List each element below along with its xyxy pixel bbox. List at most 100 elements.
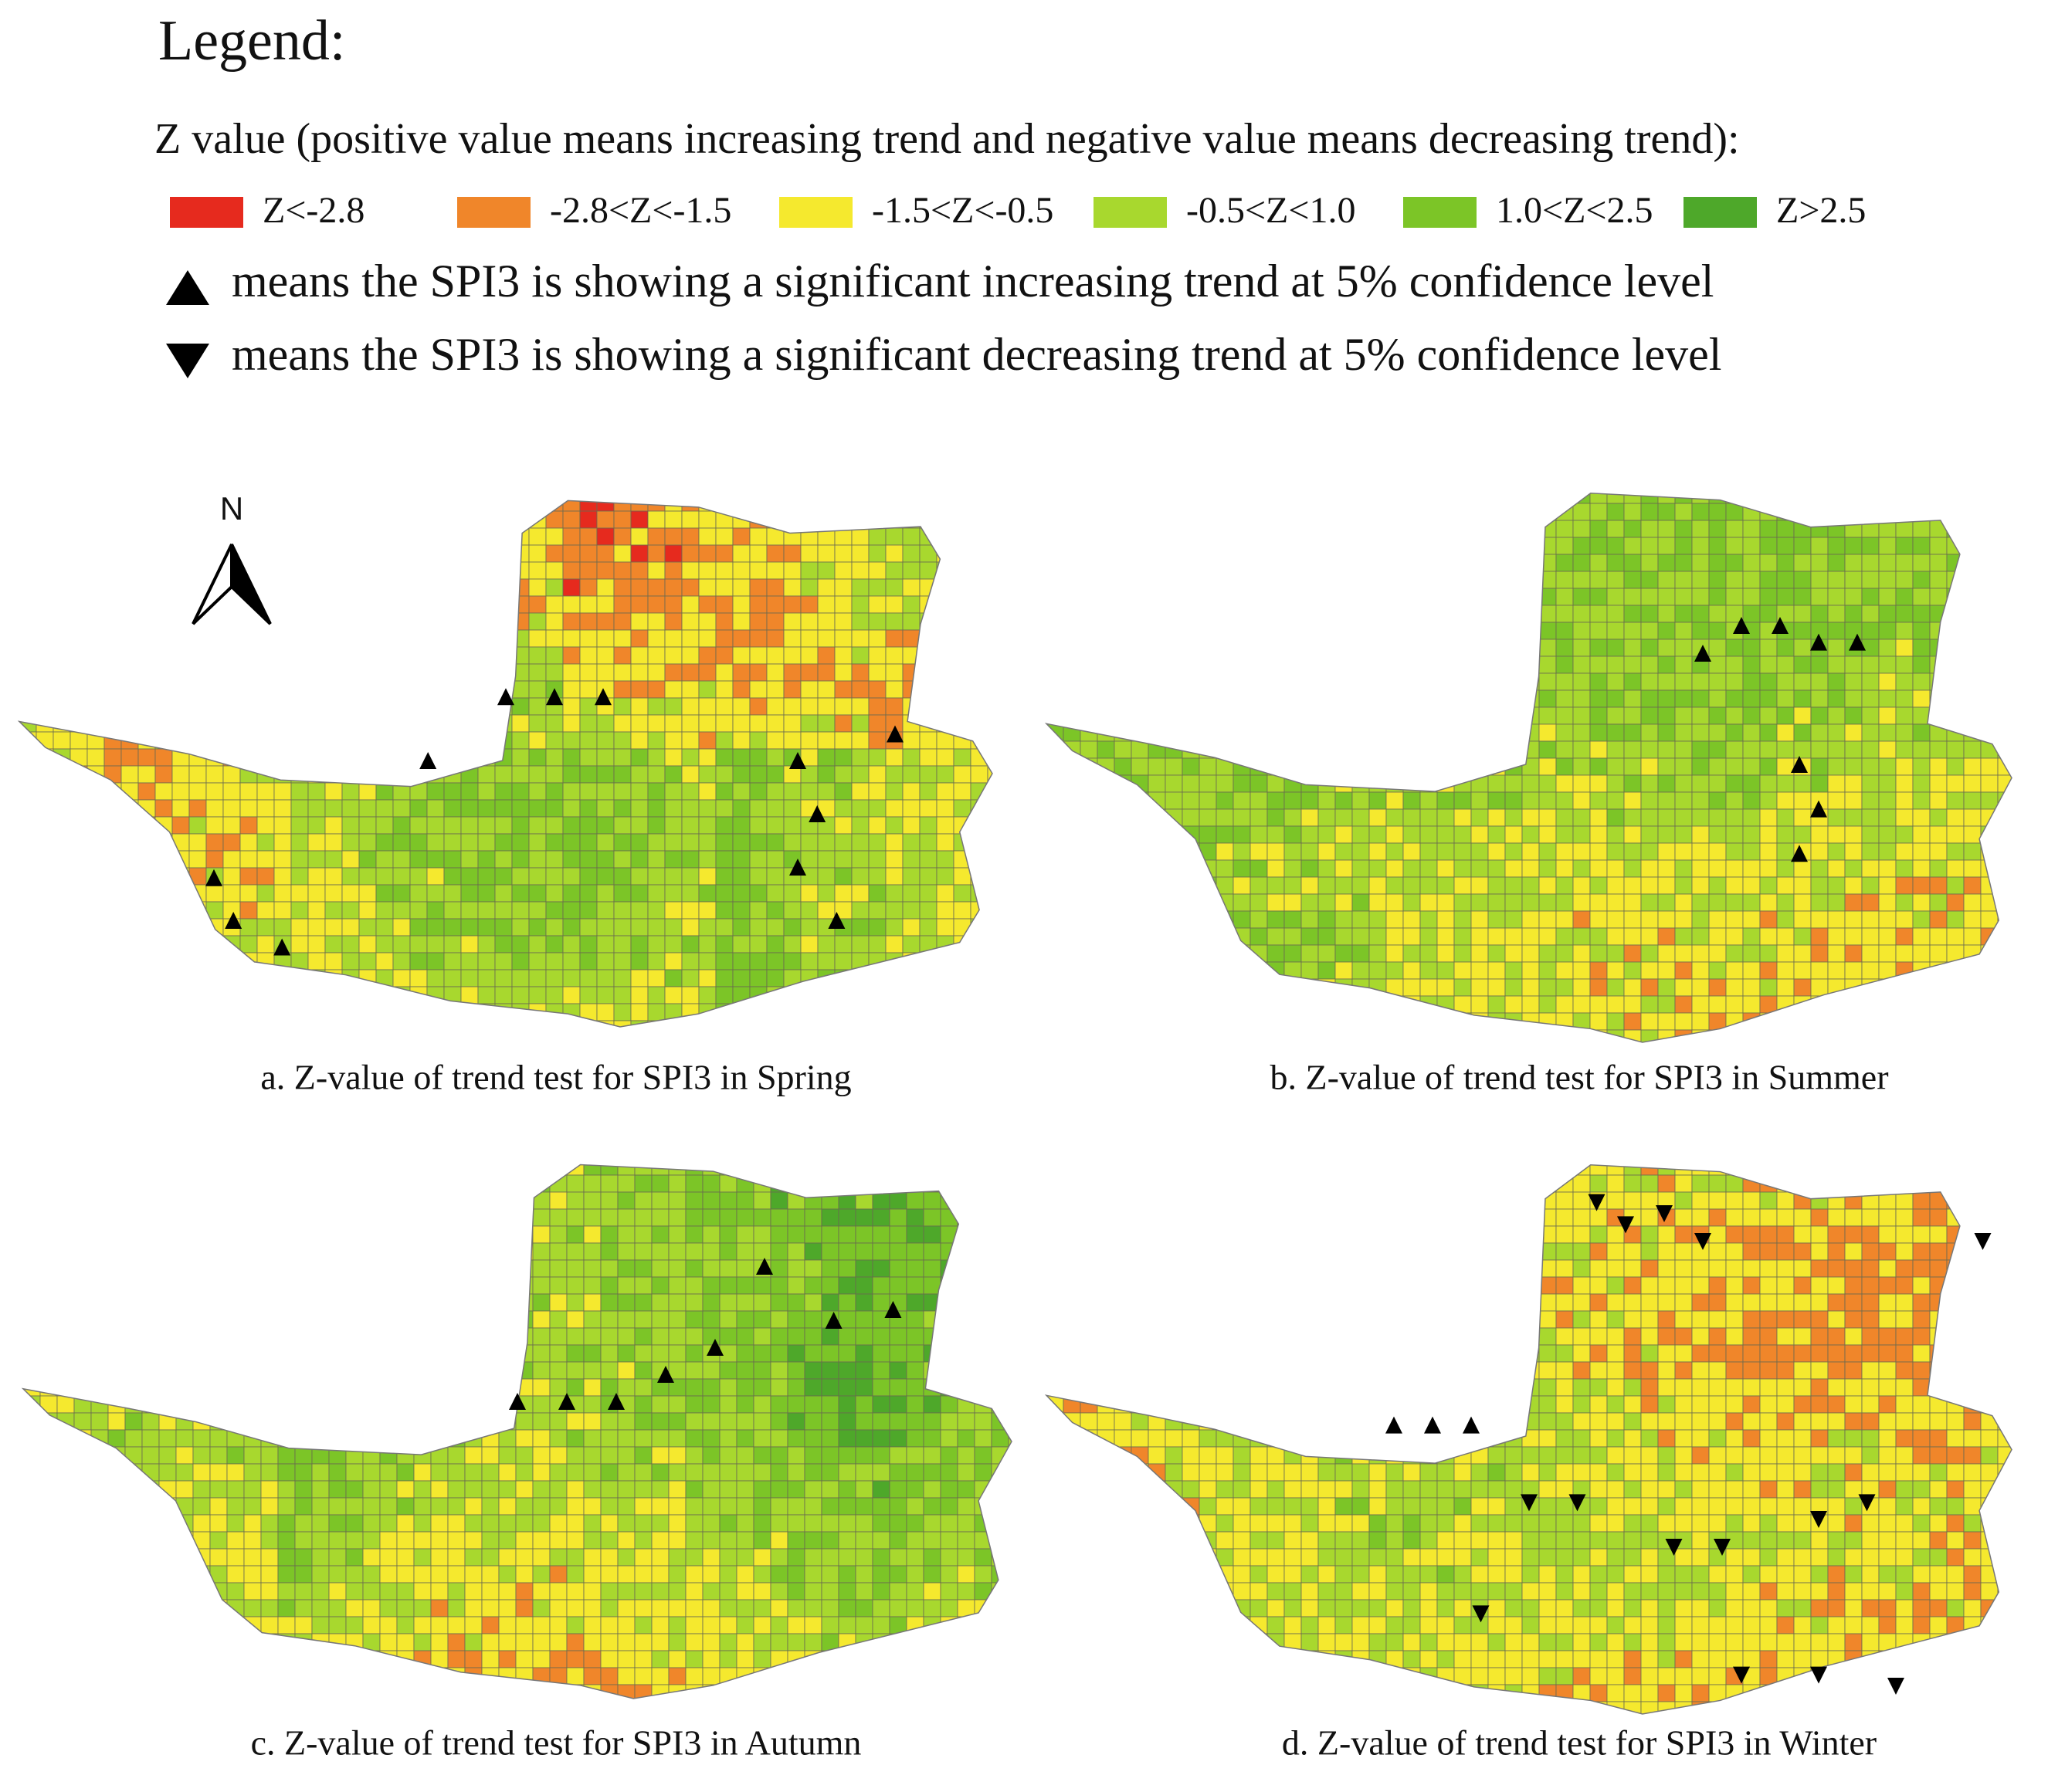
grid-cell — [1436, 944, 1455, 963]
grid-cell — [715, 816, 734, 835]
grid-cell — [1182, 723, 1200, 742]
grid-cell — [86, 646, 105, 665]
grid-cell — [681, 697, 700, 716]
grid-cell — [1657, 910, 1676, 929]
grid-cell — [991, 1293, 1009, 1312]
grid-cell — [1131, 842, 1149, 861]
grid-cell — [1572, 723, 1591, 742]
grid-cell — [1521, 537, 1540, 555]
grid-cell — [987, 782, 992, 801]
grid-cell — [766, 799, 785, 818]
grid-cell — [345, 1463, 364, 1482]
grid-cell — [528, 867, 547, 886]
grid-cell — [205, 816, 224, 835]
grid-cell — [987, 731, 992, 750]
grid-cell — [1844, 554, 1863, 572]
grid-cell — [358, 663, 377, 682]
grid-cell — [154, 884, 173, 903]
grid-cell — [158, 1327, 177, 1346]
grid-cell — [664, 833, 683, 852]
grid-cell — [583, 1310, 602, 1329]
grid-cell — [290, 663, 309, 682]
grid-cell — [290, 867, 309, 886]
grid-cell — [409, 544, 428, 563]
grid-cell — [362, 1310, 381, 1329]
grid-cell — [1419, 774, 1438, 793]
grid-cell — [426, 595, 445, 614]
grid-cell — [1997, 689, 2012, 708]
grid-cell — [1623, 672, 1642, 691]
grid-cell — [1538, 706, 1557, 725]
grid-cell — [817, 544, 836, 563]
grid-cell — [362, 1446, 381, 1465]
grid-cell — [107, 1259, 126, 1278]
grid-cell — [1216, 825, 1234, 844]
grid-cell — [341, 952, 360, 971]
grid-cell — [494, 867, 513, 886]
grid-cell — [766, 595, 785, 614]
grid-cell — [1216, 622, 1234, 640]
grid-cell — [53, 663, 71, 682]
grid-cell — [1946, 893, 1965, 912]
grid-cell — [766, 935, 785, 954]
grid-cell — [549, 1463, 568, 1482]
grid-cell — [1487, 808, 1506, 827]
grid-cell — [617, 1344, 636, 1363]
grid-cell — [1980, 774, 1999, 793]
grid-cell — [443, 612, 462, 631]
grid-cell — [1249, 1012, 1268, 1031]
grid-cell — [1504, 978, 1523, 997]
grid-cell — [732, 765, 751, 784]
grid-cell — [753, 1361, 771, 1380]
grid-cell — [311, 1164, 330, 1176]
grid-cell — [158, 1497, 177, 1516]
grid-cell — [1334, 723, 1353, 742]
grid-cell — [226, 1378, 245, 1397]
grid-cell — [1368, 927, 1387, 946]
grid-cell — [107, 1395, 126, 1414]
grid-cell — [1657, 520, 1676, 538]
grid-cell — [1640, 757, 1659, 776]
grid-cell — [1776, 672, 1795, 691]
grid-cell — [1793, 689, 1812, 708]
grid-cell — [1657, 605, 1676, 623]
grid-cell — [545, 867, 564, 886]
grid-cell — [987, 986, 992, 1004]
grid-cell — [1997, 893, 2012, 912]
grid-cell — [243, 1497, 262, 1516]
grid-cell — [715, 918, 734, 937]
grid-cell — [1487, 791, 1506, 810]
grid-cell — [39, 1327, 58, 1346]
grid-cell — [511, 850, 530, 869]
grid-cell — [855, 1310, 873, 1329]
grid-cell — [1266, 944, 1285, 963]
grid-cell — [103, 748, 122, 767]
grid-cell — [528, 500, 547, 512]
grid-cell — [464, 1497, 483, 1516]
grid-cell — [1708, 588, 1727, 606]
grid-cell — [1216, 791, 1234, 810]
grid-cell — [481, 1463, 500, 1482]
grid-cell — [766, 500, 785, 512]
grid-cell — [1810, 655, 1829, 674]
grid-cell — [1844, 655, 1863, 674]
grid-cell — [460, 629, 479, 648]
grid-cell — [256, 1020, 275, 1027]
grid-cell — [256, 578, 275, 597]
grid-cell — [392, 799, 411, 818]
grid-cell — [545, 833, 564, 852]
grid-cell — [1402, 605, 1421, 623]
grid-cell — [1317, 944, 1336, 963]
grid-cell — [1963, 978, 1982, 997]
grid-cell — [175, 1259, 194, 1278]
grid-cell — [1742, 825, 1761, 844]
grid-cell — [239, 867, 258, 886]
grid-cell — [39, 1208, 58, 1227]
grid-cell — [685, 1412, 704, 1431]
grid-cell — [1538, 825, 1557, 844]
grid-cell — [239, 799, 258, 818]
grid-cell — [668, 1242, 687, 1261]
grid-cell — [1657, 825, 1676, 844]
grid-cell — [766, 1020, 785, 1027]
grid-cell — [702, 1208, 721, 1227]
